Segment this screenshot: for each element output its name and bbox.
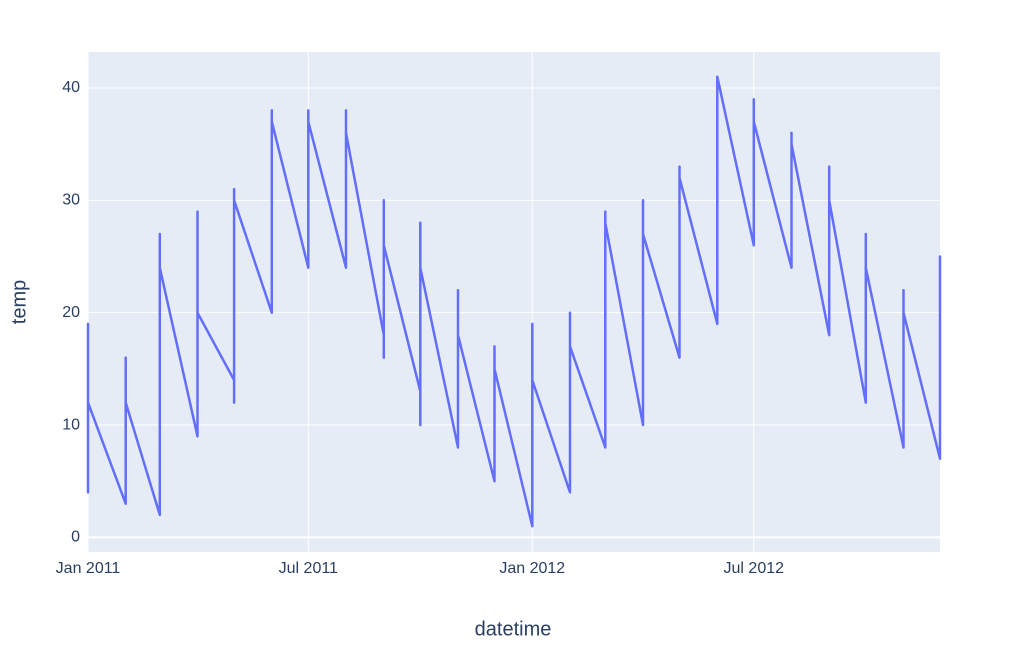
plot-area <box>88 52 940 552</box>
y-axis-title: temp <box>8 280 30 324</box>
x-tick-label: Jan 2012 <box>499 560 565 577</box>
line <box>86 75 942 528</box>
y-tick-label: 20 <box>62 304 80 321</box>
y-tick-label: 40 <box>62 79 80 96</box>
x-tick-label: Jan 2011 <box>56 560 121 577</box>
y-tick-label: 10 <box>62 416 80 433</box>
x-axis-title: datetime <box>475 618 552 640</box>
x-tick-label: Jul 2012 <box>724 560 785 577</box>
x-tick-label: Jul 2011 <box>279 560 338 577</box>
y-tick-label: 30 <box>62 192 80 209</box>
y-tick-label: 0 <box>71 529 80 546</box>
